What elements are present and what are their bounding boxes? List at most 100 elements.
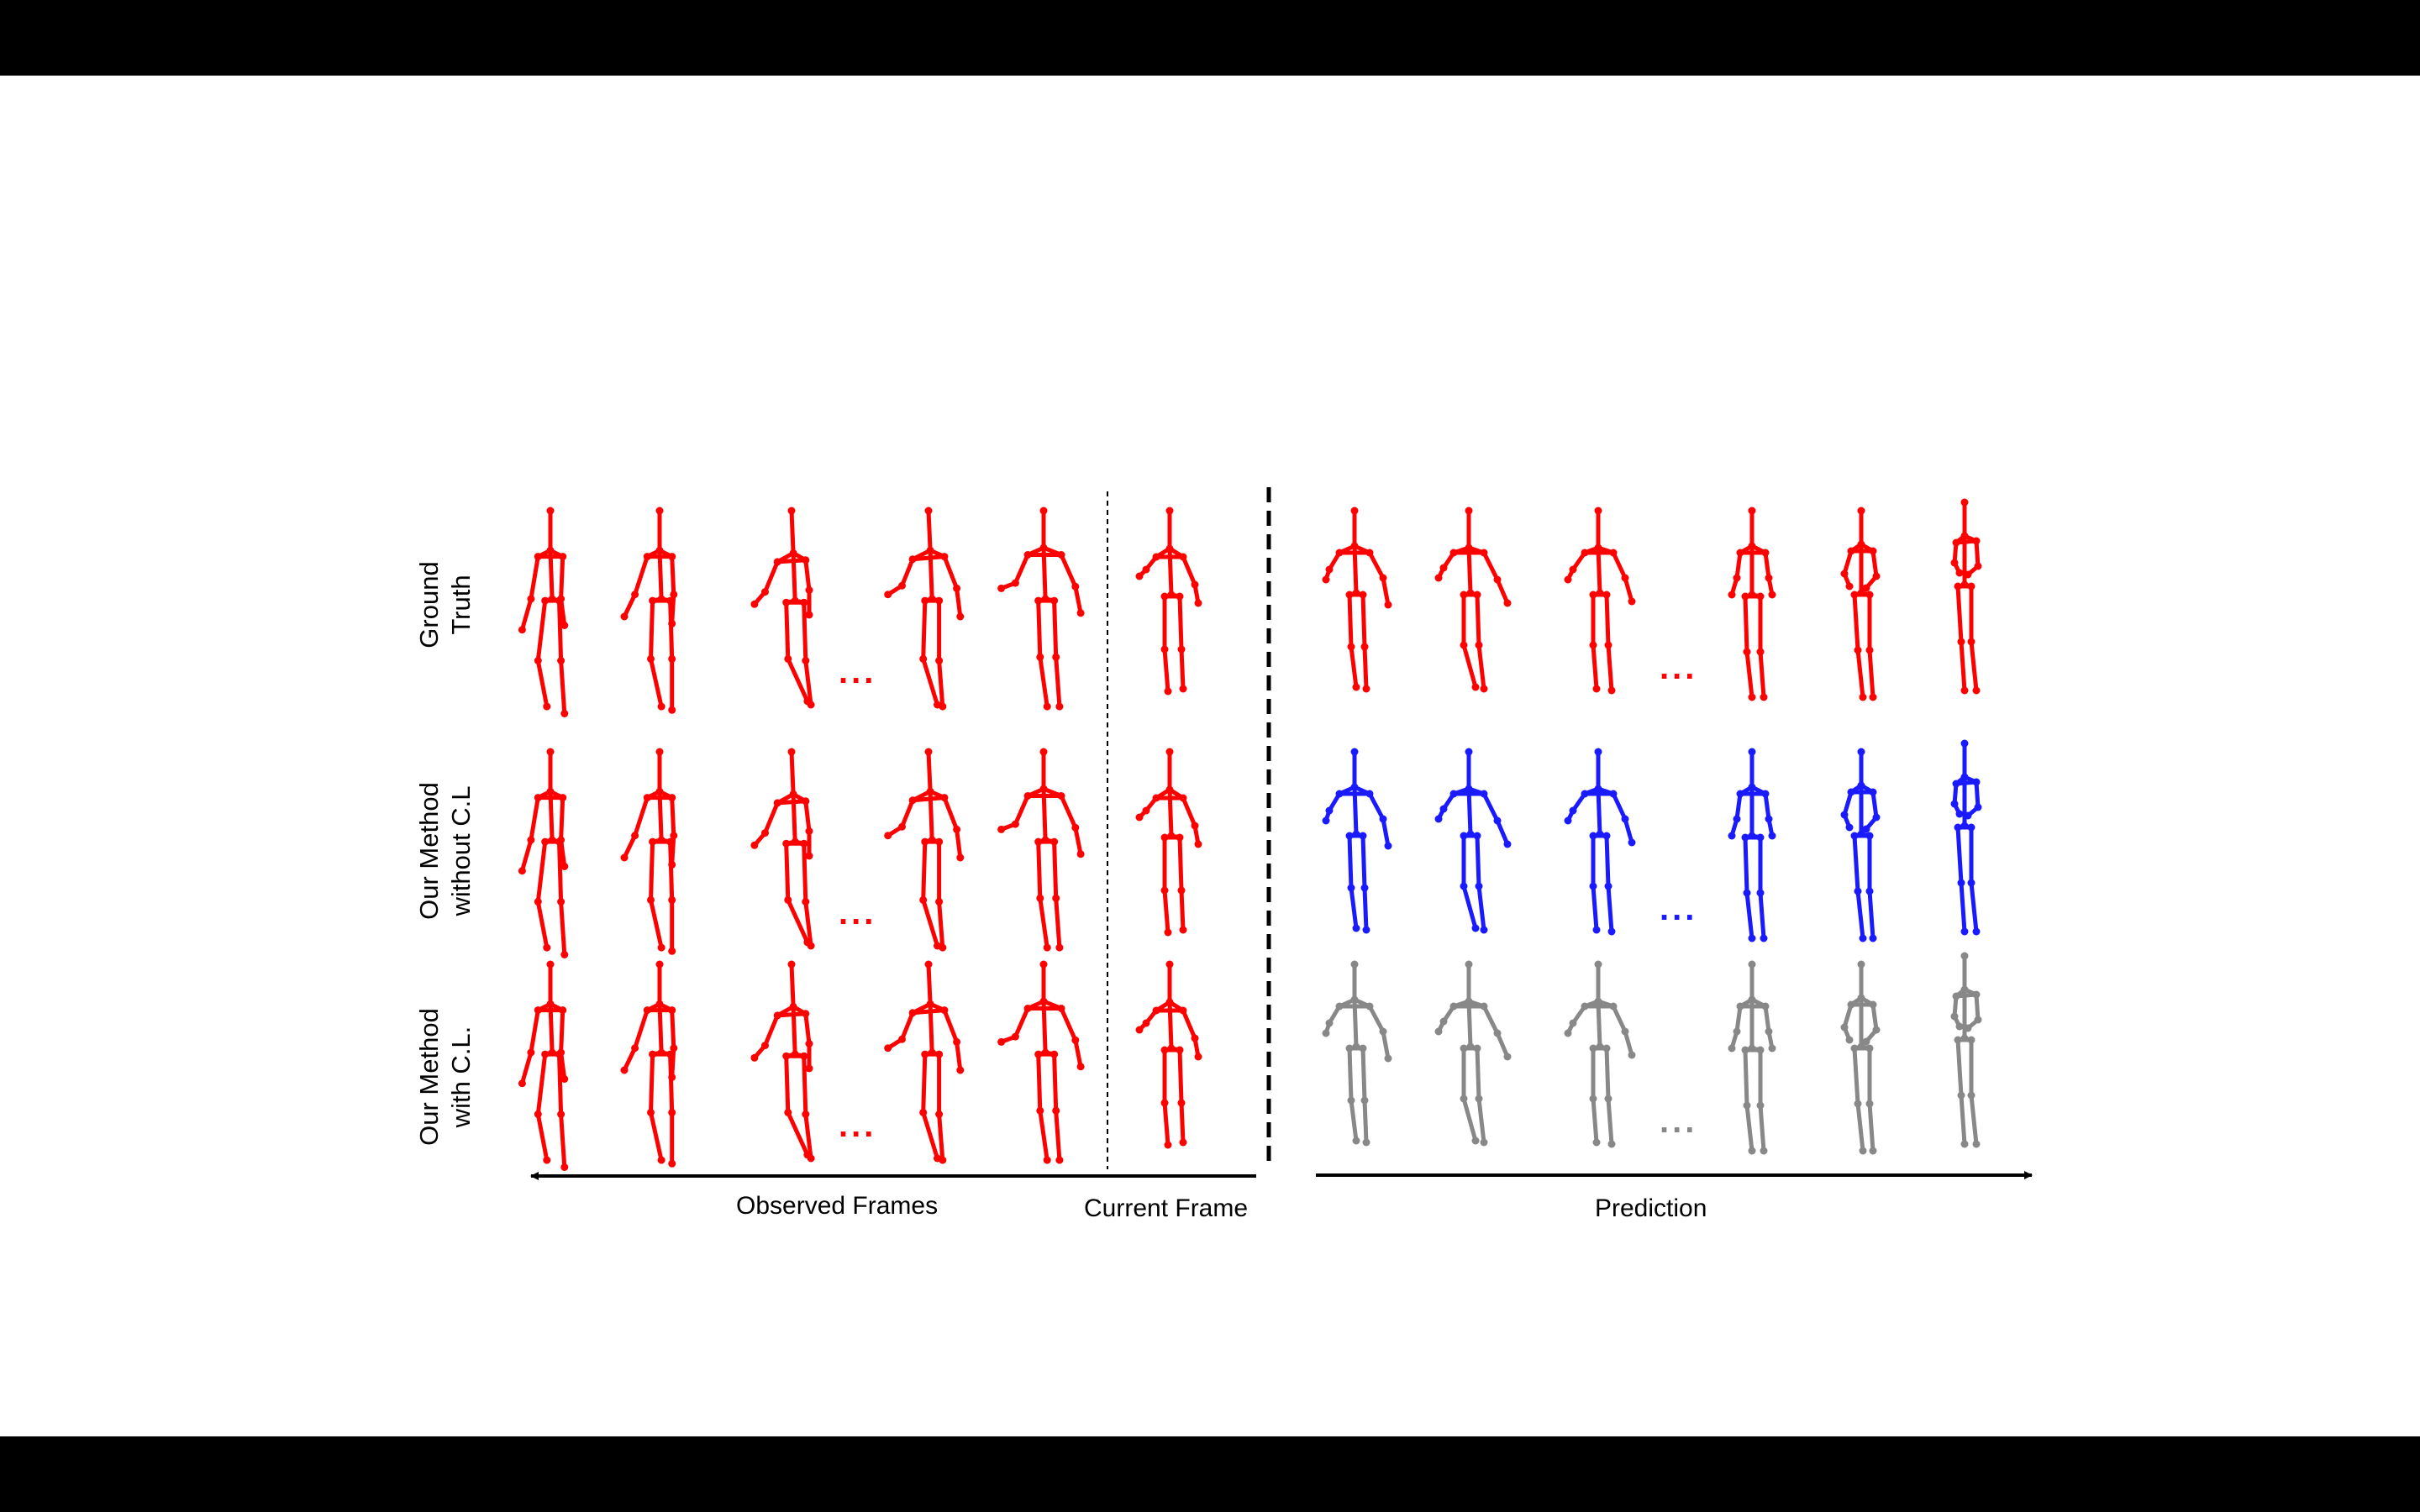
skeleton-joint [1475,882,1483,890]
skeleton-joint [1869,934,1877,942]
skeleton-bone [784,1053,791,1115]
skeleton-joint [1055,943,1064,952]
skeleton-pose [997,748,1085,952]
skeleton-joint [1748,1147,1756,1155]
skeleton-joint [926,1000,934,1008]
skeleton-bone [1763,1004,1771,1034]
skeleton-bone [1476,1096,1486,1145]
skeleton-joint [668,1073,676,1081]
skeleton-joint [1011,820,1019,828]
skeleton-joint [666,596,675,605]
skeleton-joint [1480,1002,1488,1011]
skeleton-joint [670,1044,678,1053]
skeleton-joint [1594,960,1602,969]
skeleton-joint [1756,592,1765,601]
skeleton-joint [559,1006,567,1015]
skeleton-joint [1974,1016,1982,1024]
skeleton-joint [518,626,526,634]
skeleton-joint [1859,693,1867,701]
skeleton-bone [1734,1004,1743,1034]
ellipsis-marker: ... [839,1107,876,1144]
skeleton-joint [1950,559,1959,567]
skeleton-joint [1359,591,1367,599]
skeleton-joint [1859,1147,1867,1155]
skeleton-joint [898,822,906,831]
skeleton-bone [1167,787,1174,838]
skeleton-bone [1959,639,1967,693]
ellipsis-marker: ... [1660,1103,1697,1140]
skeleton-bone [633,554,650,597]
skeleton-joint [1039,507,1048,515]
prediction-label: Prediction [1595,1194,1707,1222]
skeleton-bone [921,656,939,707]
skeleton-joint [1756,889,1765,897]
skeleton-joint [1055,702,1064,711]
skeleton-bone [649,897,664,950]
skeleton-joint [543,1156,551,1164]
skeleton-bone [1073,1037,1083,1069]
skeleton-joint [1736,1002,1744,1011]
skeleton-joint [1052,653,1060,661]
skeleton-joint [953,1037,961,1046]
skeleton-bone [1466,545,1473,596]
skeleton-bone [1955,825,1964,885]
skeleton-joint [620,612,629,621]
skeleton-joint [1604,1095,1612,1103]
skeleton-joint [1480,790,1488,798]
skeleton-joint [784,654,792,663]
skeleton-joint [1036,653,1044,661]
skeleton-joint [1365,790,1374,798]
skeleton-joint [1840,811,1849,819]
skeleton-joint [1607,927,1616,936]
skeleton-bone [803,558,812,592]
skeleton-bone [926,749,933,794]
skeleton-joint [1384,601,1392,609]
skeleton-joint [1581,790,1589,798]
skeleton-joint [1165,544,1174,553]
skeleton-joint [1465,748,1473,756]
skeleton-joint [518,867,526,875]
skeleton-joint [782,839,791,848]
skeleton-joint [928,595,936,603]
skeleton-joint [1036,1106,1044,1115]
skeleton-joint [1352,589,1360,597]
skeleton-joint [1473,832,1481,840]
skeleton-joint [1471,924,1480,932]
skeleton-joint [1967,1036,1975,1044]
skeleton-bone [1734,550,1743,580]
skeleton-joint [1609,790,1618,798]
skeleton-joint [1194,840,1202,848]
skeleton-joint [924,960,933,969]
skeleton-bone [1013,553,1030,585]
skeleton-joint [805,827,813,835]
skeleton-joint [1596,830,1604,838]
skeleton-bone [1606,643,1614,693]
skeleton-bone [1855,1101,1865,1153]
skeleton-joint [620,1066,629,1074]
skeleton-joint [1960,927,1969,936]
skeleton-bone [1743,835,1749,895]
skeleton-joint [1872,572,1881,580]
skeleton-bone [1362,885,1369,932]
skeleton-joint [1011,1032,1019,1041]
skeleton-joint [666,1050,675,1058]
skeleton-joint [1039,785,1048,793]
skeleton-joint [1954,1036,1962,1044]
skeleton-joint [1023,1005,1032,1012]
skeleton-joint [908,1009,917,1017]
skeleton-pose [1135,748,1202,937]
skeleton-bone [529,795,540,843]
skeleton-joint [1480,1138,1488,1147]
skeleton-joint [1974,562,1982,570]
skeleton-joint [1733,1027,1741,1036]
skeleton-joint [1350,995,1359,1004]
skeleton-joint [534,794,542,802]
skeleton-joint [1957,1091,1965,1100]
skeleton-bone [1855,648,1865,700]
skeleton-joint [548,836,556,844]
skeleton-joint [1569,565,1577,574]
skeleton-joint [1865,646,1874,654]
skeleton-joint [800,598,808,606]
skeleton-joint [1972,537,1981,545]
skeleton-joint [1765,815,1773,823]
